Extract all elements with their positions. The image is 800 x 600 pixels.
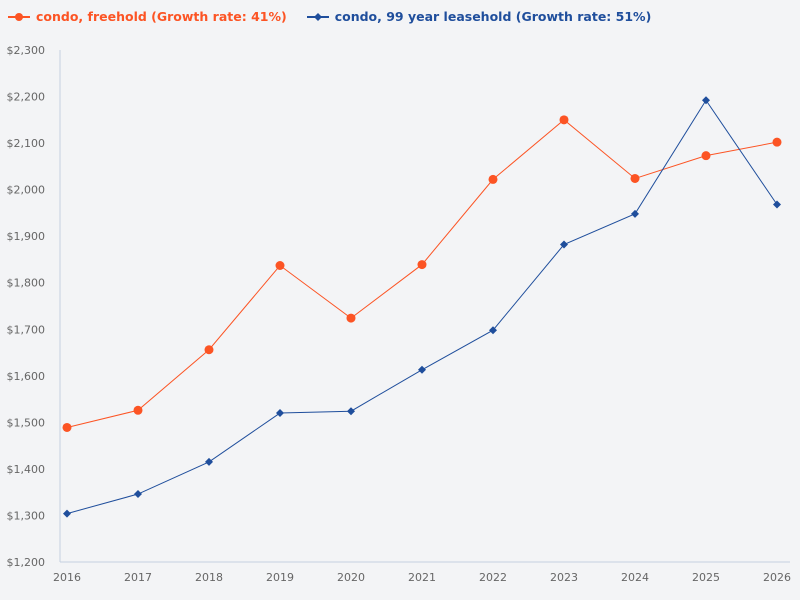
x-tick-label: 2021 bbox=[408, 571, 436, 584]
series-line bbox=[66, 99, 778, 515]
data-point bbox=[347, 407, 355, 416]
y-tick-label: $1,500 bbox=[7, 416, 46, 429]
data-point bbox=[488, 174, 498, 184]
x-tick-label: 2025 bbox=[692, 571, 720, 584]
y-tick-label: $1,200 bbox=[7, 556, 46, 569]
y-tick-label: $2,300 bbox=[7, 44, 46, 57]
diamond-marker-icon bbox=[306, 12, 329, 21]
legend-item-freehold[interactable]: condo, freehold (Growth rate: 41%) bbox=[8, 9, 287, 24]
x-tick-label: 2024 bbox=[621, 571, 649, 584]
x-tick-label: 2022 bbox=[479, 571, 507, 584]
y-tick-label: $1,700 bbox=[7, 323, 46, 336]
x-tick-label: 2016 bbox=[53, 571, 81, 584]
y-tick-label: $2,200 bbox=[7, 91, 46, 104]
data-point bbox=[63, 509, 71, 518]
y-tick-label: $2,000 bbox=[7, 184, 46, 197]
data-point bbox=[417, 260, 427, 270]
legend-label: condo, freehold (Growth rate: 41%) bbox=[36, 9, 287, 24]
x-tick-label: 2017 bbox=[124, 571, 152, 584]
data-point bbox=[204, 345, 214, 355]
y-tick-label: $1,900 bbox=[7, 230, 46, 243]
data-point bbox=[346, 313, 356, 323]
data-point bbox=[133, 405, 143, 415]
x-tick-label: 2020 bbox=[337, 571, 365, 584]
circle-marker-icon bbox=[8, 12, 30, 21]
y-tick-label: $2,100 bbox=[7, 137, 46, 150]
y-tick-label: $1,300 bbox=[7, 509, 46, 522]
x-tick-label: 2023 bbox=[550, 571, 578, 584]
data-point bbox=[418, 365, 426, 374]
data-point bbox=[630, 173, 640, 183]
data-point bbox=[275, 261, 285, 271]
y-tick-label: $1,800 bbox=[7, 277, 46, 290]
data-point bbox=[205, 457, 213, 466]
data-point bbox=[702, 96, 710, 105]
x-tick-label: 2019 bbox=[266, 571, 294, 584]
legend-item-leasehold[interactable]: condo, 99 year leasehold (Growth rate: 5… bbox=[306, 9, 652, 24]
legend-label: condo, 99 year leasehold (Growth rate: 5… bbox=[334, 9, 652, 24]
data-point bbox=[559, 115, 569, 125]
x-tick-label: 2018 bbox=[195, 571, 223, 584]
legend: condo, freehold (Growth rate: 41%) condo… bbox=[8, 9, 651, 24]
data-point bbox=[701, 151, 711, 161]
data-point bbox=[560, 240, 568, 249]
x-tick-label: 2026 bbox=[763, 571, 791, 584]
y-tick-label: $1,400 bbox=[7, 463, 46, 476]
data-point bbox=[772, 137, 782, 147]
data-point bbox=[134, 490, 142, 499]
series-line bbox=[66, 119, 778, 428]
data-point bbox=[631, 209, 639, 218]
data-point bbox=[62, 422, 72, 432]
y-tick-label: $1,600 bbox=[7, 370, 46, 383]
data-point bbox=[276, 409, 284, 418]
data-point bbox=[773, 200, 781, 209]
data-point bbox=[489, 326, 497, 335]
